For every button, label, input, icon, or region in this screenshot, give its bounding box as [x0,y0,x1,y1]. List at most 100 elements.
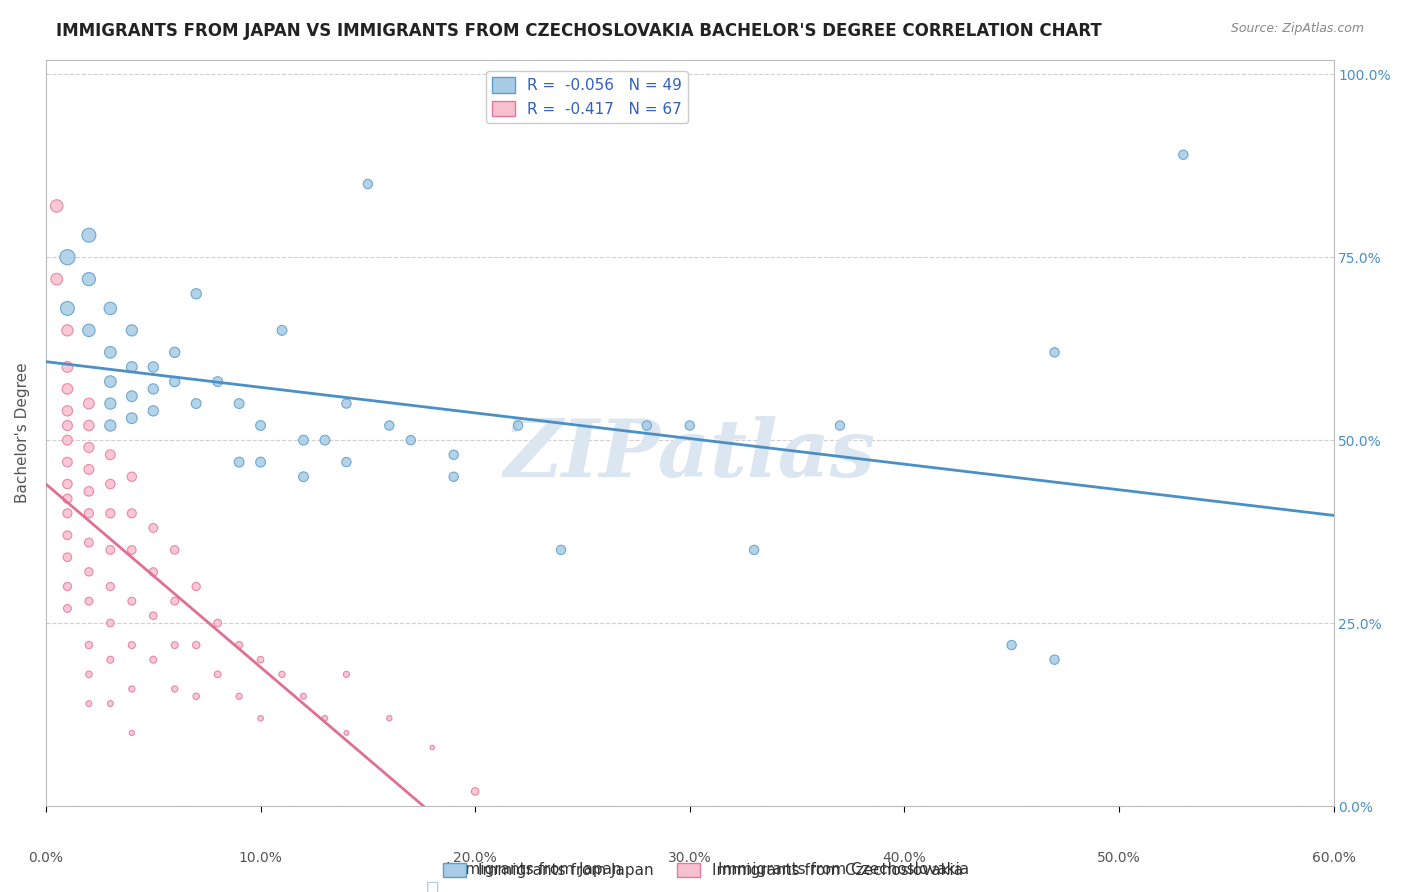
Point [56,506,79,520]
Point [186,286,208,301]
Point [98,543,121,558]
Point [98,396,121,410]
Point [742,543,765,558]
Text: ⬜: ⬜ [426,880,439,892]
Point [56,580,79,594]
Point [249,711,271,725]
Point [45,272,67,286]
Point [335,455,357,469]
Point [186,396,208,410]
Point [249,418,271,433]
Point [550,543,572,558]
Point [271,323,294,337]
Point [163,375,186,389]
Text: ZIPatlas: ZIPatlas [503,417,876,494]
Point [1001,638,1024,652]
Text: IMMIGRANTS FROM JAPAN VS IMMIGRANTS FROM CZECHOSLOVAKIA BACHELOR'S DEGREE CORREL: IMMIGRANTS FROM JAPAN VS IMMIGRANTS FROM… [56,22,1102,40]
Point [679,418,702,433]
Point [56,477,79,491]
Point [98,580,121,594]
Point [249,653,271,667]
Point [142,608,165,623]
Point [163,345,186,359]
Point [56,455,79,469]
Point [292,433,315,447]
Point [77,667,100,681]
Point [98,301,121,316]
Point [56,418,79,433]
Point [77,228,100,243]
Point [207,667,229,681]
Point [228,396,250,410]
Point [98,506,121,520]
Text: 10.0%: 10.0% [239,851,283,865]
Point [121,543,143,558]
Point [98,653,121,667]
Point [249,455,271,469]
Point [292,690,315,704]
Point [77,594,100,608]
Text: Source: ZipAtlas.com: Source: ZipAtlas.com [1230,22,1364,36]
Point [56,382,79,396]
Point [163,638,186,652]
Text: Immigrants from Czechoslovakia: Immigrants from Czechoslovakia [718,863,969,877]
Text: 60.0%: 60.0% [1312,851,1355,865]
Point [207,375,229,389]
Point [98,345,121,359]
Point [56,404,79,418]
Point [77,323,100,337]
Point [163,594,186,608]
Point [121,411,143,425]
Point [77,418,100,433]
Point [207,616,229,631]
Point [56,433,79,447]
Point [98,477,121,491]
Point [98,418,121,433]
Point [228,690,250,704]
Point [357,177,380,191]
Point [121,726,143,740]
Point [292,469,315,483]
Point [98,448,121,462]
Point [56,323,79,337]
Point [163,681,186,696]
Point [142,521,165,535]
Point [464,784,486,798]
Legend: R =  -0.056   N = 49, R =  -0.417   N = 67: R = -0.056 N = 49, R = -0.417 N = 67 [485,71,688,123]
Point [121,594,143,608]
Text: 0.0%: 0.0% [28,851,63,865]
Point [121,469,143,483]
Point [77,441,100,455]
Point [56,491,79,506]
Point [1043,345,1066,359]
Point [506,418,529,433]
Point [56,550,79,565]
Point [378,418,401,433]
Point [142,359,165,374]
Point [121,506,143,520]
Point [77,697,100,711]
Point [186,690,208,704]
Point [56,359,79,374]
Point [335,726,357,740]
Y-axis label: Bachelor's Degree: Bachelor's Degree [15,362,30,503]
Point [420,740,443,755]
Text: 20.0%: 20.0% [453,851,498,865]
Text: 30.0%: 30.0% [668,851,711,865]
Point [56,601,79,615]
Point [121,359,143,374]
Point [77,484,100,499]
Point [56,301,79,316]
Point [77,396,100,410]
Point [1173,147,1195,161]
Point [121,638,143,652]
Point [335,396,357,410]
Point [636,418,658,433]
Text: Immigrants from Japan: Immigrants from Japan [447,863,621,877]
Point [142,382,165,396]
Legend: Immigrants from Japan, Immigrants from Czechoslovakia: Immigrants from Japan, Immigrants from C… [437,857,969,884]
Point [98,375,121,389]
Point [142,653,165,667]
Point [186,580,208,594]
Point [77,272,100,286]
